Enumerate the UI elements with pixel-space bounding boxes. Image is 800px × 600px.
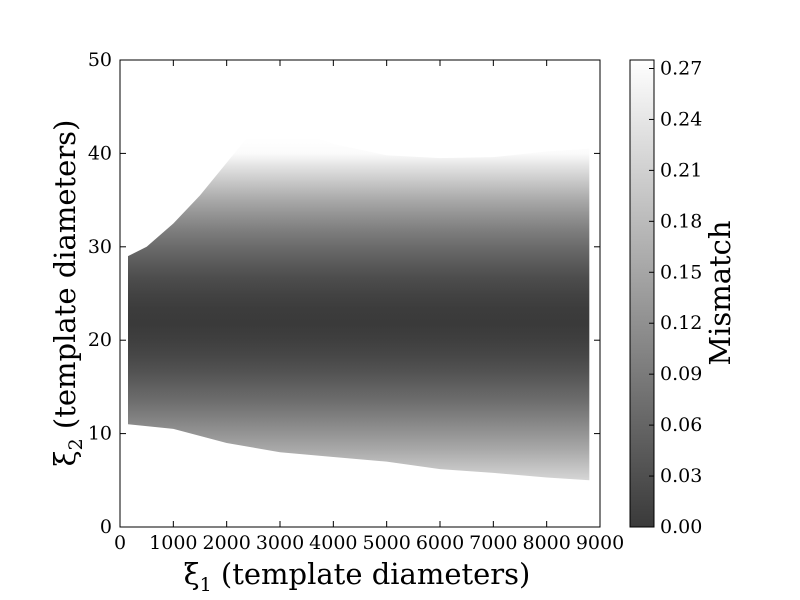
colorbar-tick-label: 0.15 — [660, 261, 702, 283]
colorbar-ticks: 0.00 0.03 0.06 0.09 0.12 0.15 0.18 0.21 0.24 0.27 — [649, 57, 702, 538]
x-tick-label: 0 — [114, 532, 126, 554]
x-tick-label: 3000 — [256, 532, 304, 554]
y-axis-label: ξ2 (template diameters) — [48, 120, 87, 467]
colorbar-tick-label: 0.24 — [660, 108, 702, 130]
mismatch-region — [128, 106, 590, 481]
colorbar-tick-label: 0.18 — [660, 210, 702, 232]
colorbar-tick-label: 0.09 — [660, 363, 702, 385]
y-tick-label: 0 — [100, 516, 112, 538]
plot-frame — [119, 59, 601, 528]
y-tick-label: 40 — [88, 142, 112, 164]
y-tick-label: 10 — [88, 423, 112, 445]
x-tick-label: 5000 — [362, 532, 410, 554]
x-axis-ticks: 0 1000 2000 3000 4000 5000 6000 7000 8000 9000 — [114, 60, 624, 554]
x-axis-label-subscript: 1 — [200, 574, 212, 596]
colorbar-tick-label: 0.27 — [660, 57, 702, 79]
colorbar-tick-label: 0.12 — [660, 312, 702, 334]
x-tick-label: 1000 — [149, 532, 197, 554]
x-tick-label: 7000 — [469, 532, 517, 554]
x-tick-label: 9000 — [576, 532, 624, 554]
y-tick-label: 50 — [88, 49, 112, 71]
colorbar-tick-label: 0.21 — [660, 159, 702, 181]
y-tick-label: 30 — [88, 236, 112, 258]
y-axis-label-text: (template diameters) — [48, 120, 82, 439]
y-tick-label: 20 — [88, 329, 112, 351]
x-tick-label: 4000 — [309, 532, 357, 554]
x-axis-label-symbol: ξ — [184, 557, 200, 591]
colorbar-tick-label: 0.00 — [660, 516, 702, 538]
colorbar — [629, 59, 655, 528]
y-axis-ticks: 0 10 20 30 40 50 — [88, 49, 600, 538]
x-tick-label: 8000 — [522, 532, 570, 554]
y-axis-label-symbol: ξ — [48, 450, 82, 466]
x-tick-label: 2000 — [202, 532, 250, 554]
y-axis-label-subscript: 2 — [65, 438, 87, 450]
x-axis-label-text: (template diameters) — [212, 557, 531, 591]
x-tick-label: 6000 — [416, 532, 464, 554]
colorbar-tick-label: 0.03 — [660, 465, 702, 487]
x-axis-label: ξ1 (template diameters) — [184, 557, 531, 596]
colorbar-tick-label: 0.06 — [660, 414, 702, 436]
colorbar-label: Mismatch — [703, 220, 737, 365]
plot-area — [128, 106, 590, 481]
